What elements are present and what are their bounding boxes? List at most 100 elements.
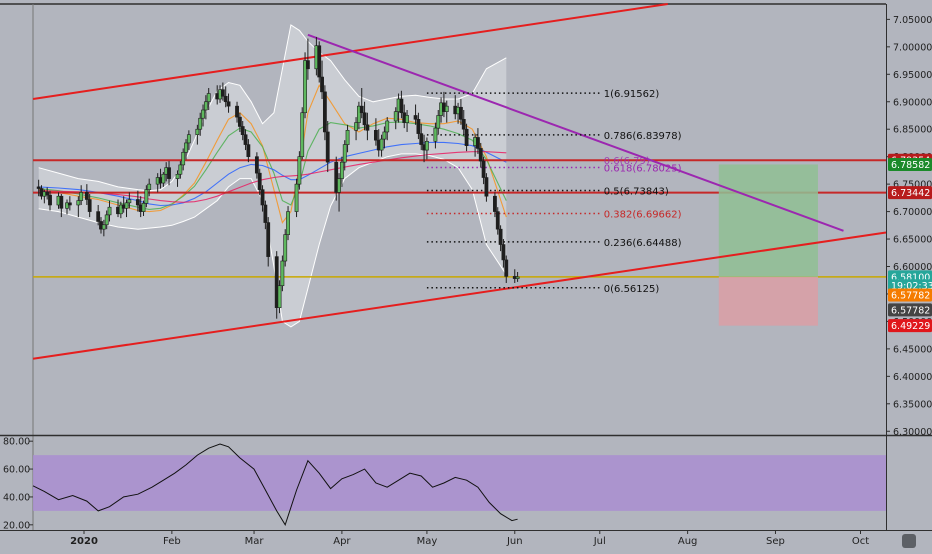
candle-body: [393, 111, 398, 122]
time-tick-label: Mar: [245, 536, 265, 547]
price-label-text: 6.57782: [891, 305, 930, 316]
candle-body: [277, 285, 282, 308]
candle-body: [59, 195, 64, 209]
time-tick-label: Jul: [593, 536, 606, 547]
candle-body: [104, 214, 109, 226]
fib-overlap-label: 0.6(6.79): [604, 156, 650, 167]
candle-body: [515, 276, 520, 279]
price-label-badge: [888, 303, 932, 317]
candle-body: [246, 144, 251, 157]
price-label-text: 6.57782: [891, 291, 930, 302]
candle-body: [65, 202, 69, 209]
price-tick-label: 7.00000: [893, 42, 932, 53]
price-axis-labels: 6.793546.785826.734426.5810019:02:336.57…: [888, 153, 932, 333]
candle-body: [184, 142, 188, 153]
price-label-badge: [888, 186, 932, 200]
candle-body: [36, 186, 41, 189]
candle-body: [493, 195, 497, 212]
candle-body: [101, 224, 106, 230]
price-tick-label: 6.65000: [893, 235, 932, 246]
price-tick-label: 6.90000: [893, 97, 932, 108]
trend-line[interactable]: [307, 33, 844, 232]
candle-body: [481, 160, 486, 178]
candle-body: [461, 119, 466, 130]
candle-body: [416, 119, 421, 134]
candle-body: [243, 134, 248, 145]
price-label-text: 6.78582: [891, 160, 930, 171]
candle-body: [124, 202, 129, 209]
candle-body: [235, 105, 239, 118]
candle-body: [286, 211, 290, 235]
candle-body: [45, 191, 50, 196]
candle-body: [79, 192, 84, 201]
fib-level-label: 0(6.56125): [604, 284, 660, 295]
candle-body: [195, 128, 200, 136]
candle-body: [345, 130, 350, 145]
candle-body: [87, 199, 92, 212]
candle-body: [257, 172, 262, 190]
fib-level-label: 0.382(6.69662): [604, 209, 682, 220]
candle-body: [48, 194, 52, 206]
candle-body: [226, 101, 231, 107]
candle-body: [362, 112, 367, 126]
candle-body: [320, 76, 324, 93]
price-tick-label: 6.35000: [893, 399, 932, 410]
candle-body: [237, 116, 242, 127]
candle-body: [254, 156, 259, 174]
candle-body: [67, 202, 72, 206]
bollinger-band-fill: [38, 24, 507, 327]
candle-body: [84, 192, 89, 200]
price-tick-label: 6.40000: [893, 372, 932, 383]
candle-body: [436, 115, 441, 129]
candle-body: [501, 244, 506, 261]
candle-body: [495, 211, 500, 230]
candle-body: [303, 60, 307, 114]
time-axis[interactable]: 2020 Feb Mar Apr May Jun Jul Aug Sep Oct: [70, 530, 869, 547]
candle-body: [425, 140, 429, 151]
candle-body: [107, 206, 112, 216]
candle-body: [342, 144, 347, 163]
candle-body: [135, 199, 140, 206]
candle-body: [334, 161, 339, 193]
price-label-text: 6.49229: [891, 321, 930, 332]
candle-body: [322, 91, 327, 133]
candle-body: [413, 115, 418, 120]
candle-body: [274, 256, 279, 308]
candle-body: [260, 189, 265, 206]
candle-body: [186, 134, 191, 144]
candle-body: [504, 259, 509, 277]
candle-body: [339, 161, 344, 179]
position-profit-zone[interactable]: [718, 164, 818, 277]
price-label-text: 6.73442: [891, 188, 930, 199]
time-tick-label: Jun: [506, 536, 523, 547]
candle-body: [399, 98, 404, 114]
fibonacci-retracement[interactable]: 1(6.91562)0.786(6.83978)0.618(6.78025)0.…: [426, 89, 682, 295]
candle-body: [198, 117, 203, 130]
candle-body: [317, 45, 322, 78]
candle-body: [266, 222, 271, 257]
candle-body: [325, 131, 330, 163]
price-tick-label: 6.45000: [893, 344, 932, 355]
rsi-tick-label: 80.00: [3, 437, 30, 448]
price-tick-label: 6.60000: [893, 262, 932, 273]
settings-button[interactable]: [902, 534, 916, 548]
trend-line[interactable]: [32, 3, 668, 100]
candle-body: [484, 177, 489, 197]
price-tick-label: 6.85000: [893, 125, 932, 136]
candle-body: [147, 183, 152, 190]
price-label-badge: [888, 319, 932, 333]
price-label-badge: [888, 288, 932, 302]
time-tick-label: Aug: [678, 536, 698, 547]
candle-body: [476, 137, 480, 149]
candle-body: [280, 260, 285, 287]
rsi-pane[interactable]: [32, 443, 886, 526]
trend-line[interactable]: [32, 231, 887, 360]
rsi-tick-label: 60.00: [3, 465, 30, 476]
candle-body: [297, 156, 302, 185]
rsi-tick-label: 20.00: [3, 520, 30, 531]
long-position-tool[interactable]: [718, 164, 818, 326]
candle-body: [379, 138, 384, 151]
trend-lines[interactable]: [32, 3, 887, 360]
position-loss-zone[interactable]: [718, 276, 818, 326]
